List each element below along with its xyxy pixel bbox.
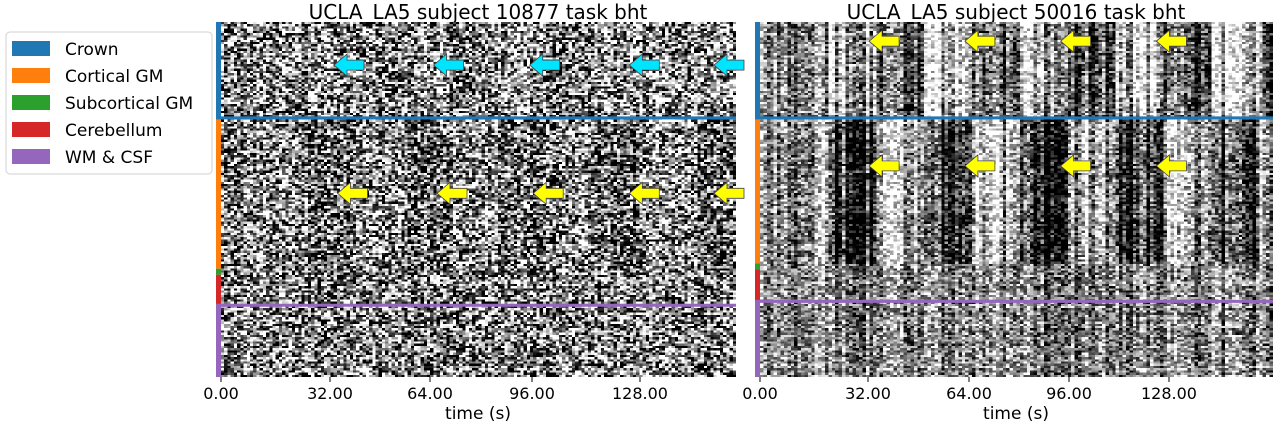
legend-label-cerebellum: Cerebellum <box>65 121 162 141</box>
panel-1-xtick-label-4: 96.00 <box>509 384 555 403</box>
legend-swatch-cortical-gm <box>12 68 50 83</box>
panel-2-arrow-2-3 <box>1059 154 1091 178</box>
panel-2-heatmap <box>760 22 1273 377</box>
panel-2-region-bar-cerebellum <box>755 269 760 302</box>
panel-1-xtick-label-5: 128.00 <box>612 384 668 403</box>
panel-1-region-lines <box>216 116 736 307</box>
panel-2: UCLA_LA5 subject 50016 task bht 0.00 32.0… <box>742 0 1273 424</box>
panel-2-xtick-label-1: 0.00 <box>742 384 778 403</box>
panel-2-arrow-1-2 <box>964 29 996 54</box>
panel-2-xtick-label-5: 128.00 <box>1141 384 1197 403</box>
legend-swatch-cerebellum <box>12 122 50 137</box>
panel-2-region-lines <box>755 116 1273 303</box>
panel-2-heatmap-image <box>760 22 1273 377</box>
panel-2-region-bar-subcortical-gm <box>755 263 760 270</box>
panel-1-arrow-1-4 <box>628 53 660 77</box>
legend-swatch-wm-csf <box>12 149 50 164</box>
panel-1-arrow-2-3 <box>532 181 564 206</box>
panel-1-region-bar-cerebellum <box>216 274 221 306</box>
panel-1-xticks: 0.00 32.00 64.00 96.00 128.00 <box>203 377 668 403</box>
legend-swatch-subcortical-gm <box>12 95 50 110</box>
panel-1-region-bar-crown <box>216 22 221 118</box>
panel-2-arrow-1-1 <box>868 29 900 54</box>
panel-1-xtick-label-1: 0.00 <box>203 384 239 403</box>
panel-2-title: UCLA_LA5 subject 50016 task bht <box>847 0 1186 24</box>
panel-1-region-bar <box>216 22 221 377</box>
panel-1-arrow-2-1 <box>336 181 368 206</box>
panel-2-region-bar-crown <box>755 22 760 118</box>
panel-1-heatmap <box>221 22 736 377</box>
panel-1-region-bar-wm-csf <box>216 305 221 377</box>
panel-1-arrow-2-5 <box>713 181 745 206</box>
panel-2-arrows <box>868 29 1187 178</box>
panel-2-region-bar-cortical-gm <box>755 117 760 264</box>
panel-2-arrow-2-1 <box>868 154 900 178</box>
panel-2-arrow-1-4 <box>1155 29 1187 54</box>
panel-1-arrow-1-3 <box>529 53 561 77</box>
legend-frame <box>5 31 213 175</box>
panel-2-arrow-2-2 <box>964 154 996 178</box>
panel-2-xtick-label-4: 96.00 <box>1046 384 1092 403</box>
panel-1-title: UCLA_LA5 subject 10877 task bht <box>309 0 648 24</box>
panel-1-arrow-1-2 <box>432 53 465 77</box>
panel-1-arrow-2-2 <box>436 181 468 206</box>
legend-label-cortical-gm: Cortical GM <box>65 67 163 87</box>
panel-1: UCLA_LA5 subject 10877 task bht 0.00 32.0… <box>203 0 745 424</box>
panel-1-region-bar-subcortical-gm <box>216 268 221 275</box>
panel-2-arrow-1-3 <box>1059 29 1091 54</box>
panel-2-xlabel: time (s) <box>983 404 1049 424</box>
panel-2-arrow-2-4 <box>1155 154 1187 178</box>
panel-1-region-bar-cortical-gm <box>216 117 221 269</box>
legend-label-crown: Crown <box>65 40 119 60</box>
panel-2-region-bar-wm-csf <box>755 301 760 377</box>
panel-2-xticks: 0.00 32.00 64.00 96.00 128.00 <box>742 377 1197 403</box>
panel-1-xlabel: time (s) <box>445 404 511 424</box>
panel-1-arrows <box>333 53 745 206</box>
legend-label-wm-csf: WM & CSF <box>65 148 153 168</box>
legend-label-subcortical-gm: Subcortical GM <box>65 94 193 114</box>
panel-2-xtick-label-3: 64.00 <box>946 384 992 403</box>
panel-1-heatmap-image <box>221 22 736 377</box>
panel-1-arrow-1-5 <box>713 53 745 77</box>
panel-1-arrow-2-4 <box>628 181 660 206</box>
panel-2-region-bar <box>755 22 760 377</box>
panel-1-xtick-label-3: 64.00 <box>407 384 453 403</box>
panel-1-arrow-1-1 <box>333 53 365 77</box>
legend: Crown Cortical GM Subcortical GM Cerebel… <box>5 31 213 175</box>
panel-1-xtick-label-2: 32.00 <box>307 384 353 403</box>
panel-2-xtick-label-2: 32.00 <box>845 384 891 403</box>
legend-swatch-crown <box>12 41 50 56</box>
